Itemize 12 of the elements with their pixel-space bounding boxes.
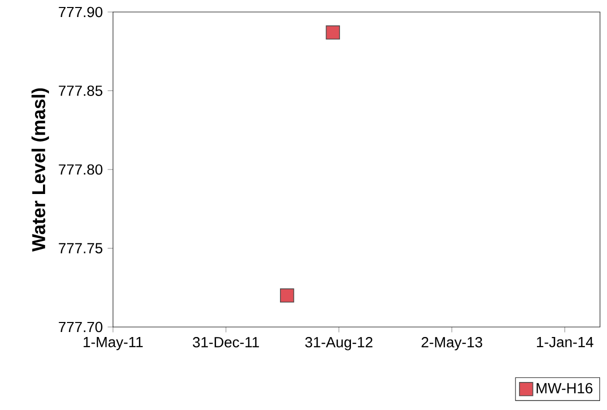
y-tick-label: 777.80 xyxy=(58,164,102,175)
y-axis-title: Water Level (masl) xyxy=(32,88,49,252)
y-tick-label: 777.75 xyxy=(58,243,102,254)
x-tick-label: 1-Jan-14 xyxy=(536,337,594,348)
x-tick-label: 31-Aug-12 xyxy=(305,337,372,350)
x-tick-label: 1-May-11 xyxy=(84,337,143,350)
y-tick-label: 777.85 xyxy=(58,86,102,96)
x-tick-label: 31-Dec-11 xyxy=(192,337,259,348)
y-tick-label: 777.70 xyxy=(58,322,102,332)
legend-label: MW-H16 xyxy=(536,383,592,394)
y-tick-label: 777.90 xyxy=(58,6,102,18)
x-tick-label: 2-May-13 xyxy=(422,337,482,350)
